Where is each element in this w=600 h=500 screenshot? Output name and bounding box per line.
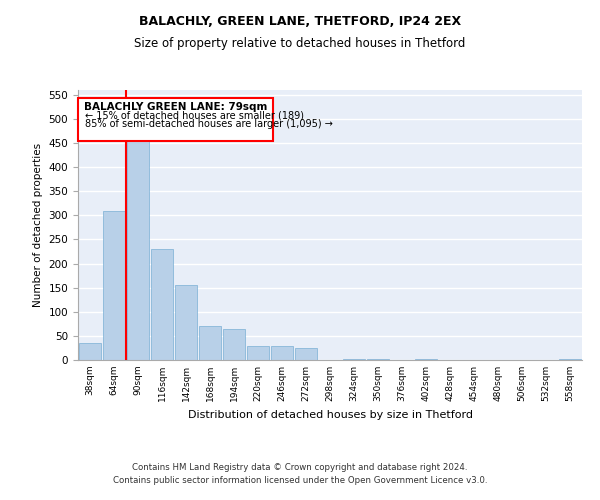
Text: ← 15% of detached houses are smaller (189): ← 15% of detached houses are smaller (18…	[85, 110, 304, 120]
Y-axis label: Number of detached properties: Number of detached properties	[33, 143, 43, 307]
Text: Contains HM Land Registry data © Crown copyright and database right 2024.: Contains HM Land Registry data © Crown c…	[132, 464, 468, 472]
Bar	[271, 346, 293, 360]
Bar	[247, 346, 269, 360]
Bar	[367, 358, 389, 360]
Bar	[559, 359, 581, 360]
Bar	[295, 348, 317, 360]
X-axis label: Distribution of detached houses by size in Thetford: Distribution of detached houses by size …	[187, 410, 473, 420]
Bar	[343, 358, 365, 360]
Bar	[151, 249, 173, 360]
Bar	[175, 286, 197, 360]
Bar	[79, 343, 101, 360]
Text: BALACHLY GREEN LANE: 79sqm: BALACHLY GREEN LANE: 79sqm	[83, 102, 267, 112]
Bar	[223, 328, 245, 360]
Bar	[103, 210, 125, 360]
Text: BALACHLY, GREEN LANE, THETFORD, IP24 2EX: BALACHLY, GREEN LANE, THETFORD, IP24 2EX	[139, 15, 461, 28]
Text: Contains public sector information licensed under the Open Government Licence v3: Contains public sector information licen…	[113, 476, 487, 485]
Text: Size of property relative to detached houses in Thetford: Size of property relative to detached ho…	[134, 38, 466, 51]
Text: 85% of semi-detached houses are larger (1,095) →: 85% of semi-detached houses are larger (…	[85, 119, 334, 129]
Bar	[127, 119, 149, 360]
Bar	[415, 358, 437, 360]
Bar	[199, 326, 221, 360]
FancyBboxPatch shape	[78, 98, 272, 140]
